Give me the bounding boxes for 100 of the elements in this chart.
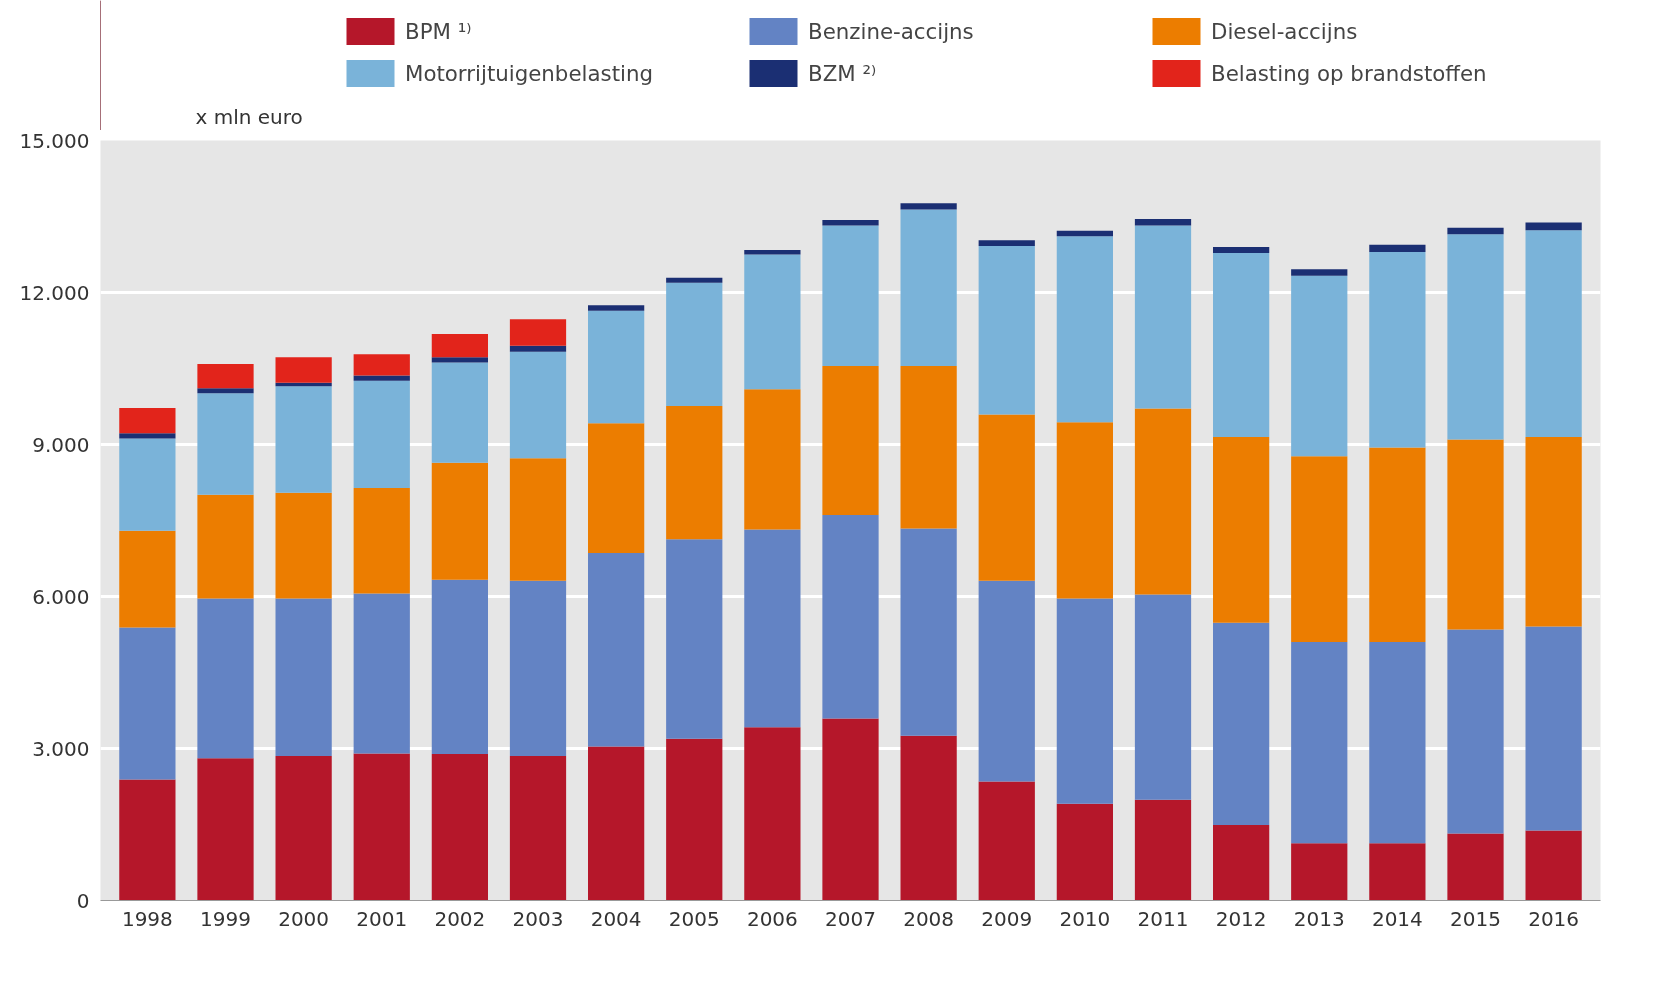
bar: [666, 277, 723, 283]
bar: [353, 375, 410, 381]
bar: [1291, 269, 1348, 276]
bar: [1134, 219, 1192, 226]
bar: [1056, 598, 1113, 804]
x-tick-label: 2012: [1215, 906, 1267, 931]
bar: [1291, 275, 1348, 457]
bar: [509, 351, 567, 459]
bar: [509, 580, 567, 757]
bar: [1291, 843, 1348, 901]
bar: [509, 345, 567, 352]
legend-label: Belasting op brandstoffen: [1211, 60, 1488, 86]
bar: [1134, 408, 1192, 595]
bar: [431, 362, 488, 463]
x-tick-label: 2013: [1293, 906, 1345, 931]
x-tick-label: 2008: [903, 906, 955, 931]
y-tick-label: 15.000: [19, 128, 90, 153]
bar: [1447, 227, 1504, 235]
bar: [1525, 436, 1582, 627]
bar: [744, 727, 801, 901]
bar: [431, 579, 488, 755]
bar: [431, 462, 488, 580]
bar: [666, 282, 723, 406]
bar: [1056, 422, 1113, 599]
bar: [1134, 594, 1192, 800]
x-tick-label: 2006: [746, 906, 798, 931]
bar: [275, 386, 332, 493]
bar: [1056, 236, 1113, 423]
bar: [119, 779, 176, 901]
bar: [119, 627, 176, 780]
bar: [900, 209, 957, 366]
x-tick-label: 1999: [200, 906, 251, 931]
bar: [431, 334, 488, 358]
bar: [1447, 629, 1504, 834]
bar: [978, 580, 1035, 782]
bar: [275, 598, 332, 757]
bar: [822, 718, 879, 901]
bar: [1369, 244, 1426, 252]
bar: [1291, 456, 1348, 643]
bar: [1447, 833, 1504, 901]
bar: [1447, 439, 1504, 630]
bar: [1525, 830, 1582, 901]
x-tick-label: 2007: [825, 906, 876, 931]
bar: [900, 203, 957, 210]
bar: [119, 408, 176, 434]
bar: [119, 433, 176, 439]
legend-label: BZM ²⁾: [808, 60, 878, 86]
bar: [1369, 447, 1426, 643]
bar: [978, 245, 1035, 415]
bar: [1213, 825, 1270, 901]
bar: [431, 754, 488, 901]
bar: [197, 363, 254, 389]
x-tick-label: 2014: [1371, 906, 1423, 931]
x-tick-label: 2010: [1059, 906, 1111, 931]
x-tick-label: 2002: [434, 906, 486, 931]
bar: [197, 598, 254, 759]
x-tick-label: 2000: [278, 906, 330, 931]
bar: [1525, 230, 1582, 437]
bar: [588, 423, 645, 553]
bar: [197, 388, 254, 394]
bar: [900, 735, 957, 901]
y-axis-title: x mln euro: [195, 104, 303, 129]
y-tick-label: 12.000: [19, 280, 90, 305]
bar: [822, 365, 879, 515]
bar: [1056, 803, 1113, 901]
legend-label: Motorrijtuigenbelasting: [405, 60, 654, 86]
bar: [509, 756, 567, 901]
bar: [1369, 251, 1426, 448]
bar: [119, 530, 176, 628]
bar: [1213, 246, 1270, 253]
bar: [588, 305, 645, 311]
legend-label: Benzine-accijns: [808, 18, 975, 44]
bar: [509, 458, 567, 581]
bar: [275, 756, 332, 901]
bar: [353, 593, 410, 754]
bar: [197, 494, 254, 599]
bar: [197, 758, 254, 901]
bar: [509, 319, 567, 346]
bar: [1369, 642, 1426, 844]
bar: [744, 249, 801, 255]
y-tick-label: 0: [76, 888, 90, 913]
bar: [900, 365, 957, 529]
bar: [822, 225, 879, 366]
bar: [1291, 642, 1348, 844]
bar: [1213, 436, 1270, 623]
bar: [1213, 252, 1270, 437]
legend-label: BPM ¹⁾: [405, 18, 473, 44]
bar: [744, 529, 801, 728]
bar: [666, 738, 723, 901]
x-tick-label: 2003: [512, 906, 564, 931]
bar: [978, 781, 1035, 901]
y-tick-label: 9.000: [32, 432, 90, 457]
bar: [744, 389, 801, 530]
legend-label: Diesel-accijns: [1211, 18, 1359, 44]
bar: [353, 380, 410, 489]
bar: [275, 492, 332, 599]
bar: [1134, 225, 1192, 409]
bar: [900, 528, 957, 736]
x-tick-label: 2011: [1137, 906, 1189, 931]
bar: [353, 753, 410, 901]
